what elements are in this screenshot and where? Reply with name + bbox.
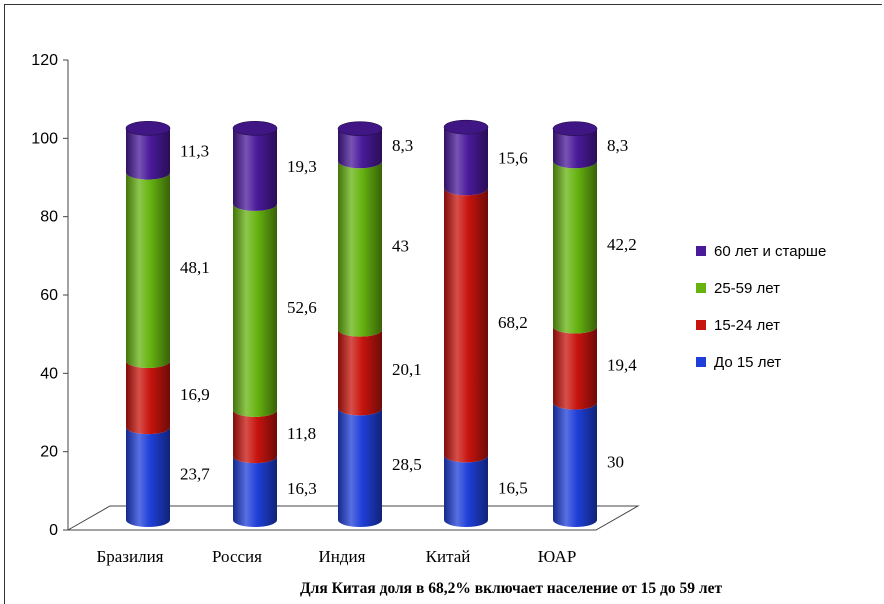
chart-frame	[4, 4, 882, 604]
bar-top	[232, 121, 278, 136]
data-label: 48,1	[180, 258, 210, 277]
legend-swatch	[696, 320, 706, 330]
data-label: 52,6	[287, 298, 317, 317]
y-tick-label: 120	[31, 52, 58, 69]
bar-segment	[126, 360, 170, 435]
data-label: 8,3	[392, 136, 413, 155]
data-label: 19,3	[287, 157, 317, 176]
bar-top	[443, 119, 489, 135]
bar-segment	[233, 456, 277, 527]
bar-segment	[338, 161, 382, 337]
y-tick-label: 100	[31, 130, 58, 147]
bar-segment	[233, 128, 277, 211]
legend-swatch	[696, 246, 706, 256]
chart-footnote: Для Китая доля в 68,2% включает населени…	[300, 580, 723, 597]
y-tick-label: 40	[40, 365, 58, 382]
bar-segment	[444, 127, 488, 196]
legend-label: 60 лет и старше	[714, 243, 826, 260]
x-category-label: ЮАР	[538, 547, 577, 566]
y-tick-label: 0	[49, 522, 58, 539]
legend-label: 15-24 лет	[714, 317, 780, 334]
bar-segment	[338, 128, 382, 169]
bar-segment	[126, 427, 170, 527]
bar-segment	[233, 203, 277, 417]
data-label: 43	[392, 236, 409, 255]
data-label: 42,2	[607, 235, 637, 254]
bar-segment	[233, 409, 277, 464]
bar-segment	[553, 402, 597, 527]
bar-segment	[444, 188, 488, 463]
bar-segment	[126, 128, 170, 180]
x-category-label: Россия	[212, 547, 262, 566]
y-tick-label: 80	[40, 209, 58, 226]
bar-segment	[338, 408, 382, 527]
bar-top	[337, 121, 383, 137]
bar-segment	[553, 326, 597, 410]
data-label: 8,3	[607, 136, 628, 155]
bar-top	[125, 121, 171, 136]
data-label: 16,3	[287, 479, 317, 498]
x-category-label: Индия	[319, 547, 366, 566]
bar-segment	[338, 329, 382, 416]
data-label: 68,2	[498, 313, 528, 332]
bar-segment	[444, 455, 488, 527]
bar-segment	[553, 128, 597, 169]
data-label: 16,9	[180, 385, 210, 404]
legend-swatch	[696, 357, 706, 367]
data-label: 28,5	[392, 455, 422, 474]
data-label: 16,5	[498, 479, 528, 498]
y-tick-label: 60	[40, 287, 58, 304]
bar-segment	[126, 172, 170, 368]
data-label: 11,3	[180, 141, 209, 160]
bar-top	[552, 121, 598, 137]
legend-label: До 15 лет	[714, 354, 781, 371]
data-label: 11,8	[287, 424, 316, 443]
legend-swatch	[696, 283, 706, 293]
legend-label: 25-59 лет	[714, 280, 780, 297]
bar-segment	[553, 161, 597, 334]
data-label: 23,7	[180, 465, 210, 484]
x-category-label: Китай	[426, 547, 471, 566]
x-category-label: Бразилия	[96, 547, 163, 566]
data-label: 15,6	[498, 149, 528, 168]
data-label: 19,4	[607, 356, 637, 375]
y-tick-label: 20	[40, 444, 58, 461]
data-label: 20,1	[392, 360, 422, 379]
data-label: 30	[607, 452, 624, 471]
